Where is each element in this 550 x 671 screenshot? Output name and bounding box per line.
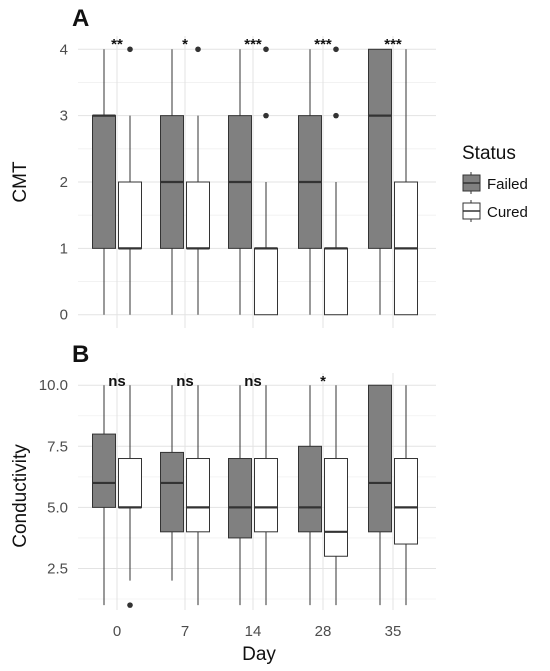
panel-b-label: B — [72, 341, 89, 368]
panel-b-y-tick-label: 7.5 — [47, 438, 68, 455]
panel-b: B Conductivity 2.5 5.0 7.5 10.0 ns ns ns * 0 7 14… — [10, 341, 436, 665]
panel-a-failed-box — [368, 48, 392, 249]
panel-b-failed-box — [368, 384, 392, 533]
panel-a-y-tick-label: 0 — [60, 307, 68, 324]
panel-a-cured-box — [118, 181, 142, 249]
panel-b-significance-label: ns — [108, 373, 126, 390]
legend-item-cured: Cured — [462, 200, 528, 222]
panel-a-y-tick-label: 4 — [60, 41, 68, 58]
panel-b-failed-box — [160, 451, 184, 533]
panel-b-x-tick-label: 7 — [181, 623, 189, 640]
panel-b-ylabel: Conductivity — [10, 444, 31, 548]
panel-b-cured-box — [186, 458, 210, 533]
panel-a-y-tick-label: 3 — [60, 108, 68, 125]
panel-a-cured-box — [324, 247, 348, 316]
panel-a-ylabel: CMT — [10, 161, 31, 203]
panel-a-cured-outlier — [333, 112, 339, 119]
panel-b-x-tick-label: 28 — [315, 623, 332, 640]
panel-b-cured-box — [394, 458, 418, 545]
panel-b-significance-label: * — [320, 373, 326, 390]
legend-cured-label: Cured — [487, 204, 528, 221]
panel-b-x-ticks: 0 7 14 28 35 — [113, 623, 402, 640]
panel-a-significance-label: *** — [384, 36, 402, 53]
panel-a-cured-box — [186, 181, 210, 249]
panel-a-cured-outlier — [195, 46, 201, 53]
legend-item-failed: Failed — [462, 172, 528, 194]
panel-a-y-tick-label: 1 — [60, 240, 68, 257]
panel-b-cured-box — [324, 458, 348, 557]
panel-b-significance-label: ns — [244, 373, 262, 390]
panel-a-y-tick-label: 2 — [60, 174, 68, 191]
panel-a-cured-outlier — [263, 46, 269, 53]
panel-b-y-tick-label: 5.0 — [47, 499, 68, 516]
panel-b-failed-box — [298, 445, 322, 533]
panel-a-significance-label: *** — [244, 36, 262, 53]
legend: Status Failed Cured — [462, 143, 528, 222]
panel-b-significance-label: ns — [176, 373, 194, 390]
panel-b-y-tick-label: 2.5 — [47, 560, 68, 577]
panel-b-xlabel: Day — [242, 644, 276, 665]
panel-b-cured-box — [254, 458, 278, 533]
panel-b-plot: 2.5 5.0 7.5 10.0 ns ns ns * — [39, 373, 436, 610]
panel-b-x-tick-label: 0 — [113, 623, 121, 640]
panel-b-cured-outlier — [127, 602, 133, 608]
panel-a-cured-outlier — [263, 112, 269, 119]
panel-b-x-tick-label: 14 — [245, 623, 262, 640]
panel-a-significance-label: ** — [111, 36, 123, 53]
panel-a-label: A — [72, 5, 89, 32]
panel-b-x-tick-label: 35 — [385, 623, 402, 640]
panel-b-failed-box — [92, 433, 116, 508]
panel-a-failed-box — [92, 115, 116, 249]
panel-a-cured-outlier — [127, 46, 133, 53]
panel-b-failed-box — [228, 458, 252, 539]
panel-a-significance-label: *** — [314, 36, 332, 53]
panel-b-cured-box — [118, 458, 142, 508]
panel-b-y-tick-label: 10.0 — [39, 377, 68, 394]
legend-title: Status — [462, 143, 516, 164]
legend-failed-label: Failed — [487, 176, 528, 193]
panel-a-significance-label: * — [182, 36, 188, 53]
panel-a-cured-box — [254, 247, 278, 316]
panel-a-cured-outlier — [333, 46, 339, 53]
